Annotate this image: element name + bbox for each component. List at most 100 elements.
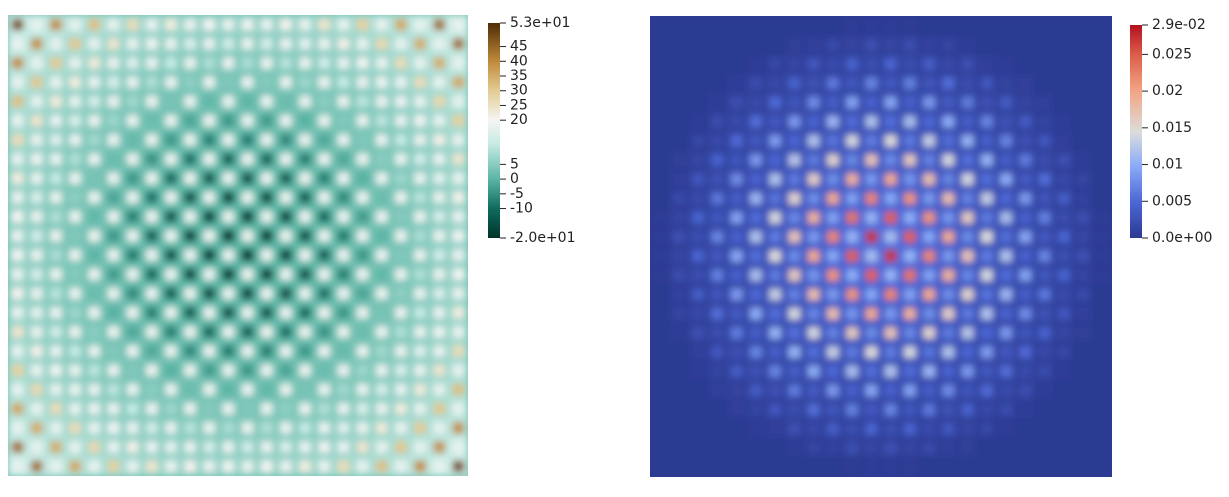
blob — [50, 18, 62, 31]
blob — [241, 326, 254, 338]
blob — [337, 326, 350, 338]
blob — [653, 77, 666, 89]
blob — [827, 365, 839, 378]
blob — [730, 39, 743, 51]
blob — [299, 460, 311, 473]
blob — [11, 422, 24, 434]
blob — [807, 442, 820, 454]
blob — [1000, 58, 1012, 70]
blob — [126, 403, 139, 415]
blob — [376, 57, 388, 69]
blob — [50, 441, 62, 453]
blob — [241, 76, 254, 88]
blob — [1019, 346, 1032, 358]
blob — [923, 250, 935, 262]
blob — [356, 460, 369, 473]
blob — [50, 153, 62, 165]
blob — [376, 95, 388, 108]
blob — [1096, 231, 1109, 243]
blob — [788, 307, 801, 320]
blob — [146, 306, 158, 319]
blob — [376, 287, 388, 300]
blob — [884, 442, 897, 454]
blob — [433, 383, 445, 396]
blob — [222, 114, 235, 127]
blob — [981, 365, 993, 378]
blob — [11, 76, 24, 88]
blob — [165, 287, 177, 300]
blob — [981, 231, 993, 243]
blob — [241, 57, 254, 69]
blob — [146, 268, 158, 281]
blob — [414, 134, 426, 146]
blob — [1096, 327, 1109, 339]
blob — [69, 287, 81, 300]
blob — [203, 76, 215, 88]
blob — [923, 19, 935, 32]
blob — [711, 135, 724, 147]
blob — [942, 231, 955, 243]
blob — [222, 153, 235, 165]
blob — [923, 346, 935, 358]
blob — [807, 231, 820, 243]
blob — [261, 345, 273, 357]
blob — [414, 76, 426, 88]
blob — [769, 307, 781, 320]
blob — [146, 287, 158, 300]
blob — [88, 230, 100, 242]
blob — [261, 95, 273, 108]
blob — [452, 345, 465, 357]
blob — [356, 172, 369, 185]
blob — [50, 95, 62, 108]
blob — [280, 326, 292, 338]
blob — [730, 365, 743, 378]
blob — [88, 153, 100, 165]
blob — [337, 230, 350, 242]
blob — [1058, 58, 1070, 70]
blob — [433, 326, 445, 338]
blob — [673, 346, 685, 358]
blob — [846, 269, 858, 282]
blob — [788, 365, 801, 378]
blob — [884, 192, 897, 205]
blob — [788, 346, 801, 358]
blob — [203, 326, 215, 338]
blob — [788, 39, 801, 51]
blob — [203, 268, 215, 281]
blob — [730, 154, 743, 166]
blob — [31, 326, 43, 338]
blob — [711, 58, 724, 70]
blob — [337, 134, 350, 146]
blob — [961, 269, 974, 282]
blob — [337, 268, 350, 281]
blob — [692, 442, 704, 454]
blob — [961, 211, 974, 224]
blob — [1058, 365, 1070, 378]
blob — [827, 423, 839, 435]
blob — [376, 441, 388, 453]
blob — [69, 268, 81, 281]
blob — [222, 38, 235, 50]
blob — [961, 365, 974, 378]
blob — [31, 460, 43, 473]
blob — [653, 384, 666, 397]
blob — [788, 115, 801, 128]
blob — [730, 192, 743, 205]
blob — [50, 210, 62, 223]
blob — [1096, 384, 1109, 397]
blob — [88, 403, 100, 415]
blob — [299, 326, 311, 338]
blob — [261, 422, 273, 434]
blob — [1038, 327, 1051, 339]
blob — [981, 19, 993, 32]
blob — [769, 58, 781, 70]
blob — [730, 423, 743, 435]
heatmap-cells — [8, 15, 468, 476]
blob — [827, 77, 839, 89]
blob — [981, 404, 993, 416]
blob — [376, 364, 388, 377]
blob — [11, 326, 24, 338]
blob — [11, 191, 24, 204]
blob — [241, 95, 254, 108]
colorbar-tick-label: 0.005 — [1152, 193, 1192, 209]
